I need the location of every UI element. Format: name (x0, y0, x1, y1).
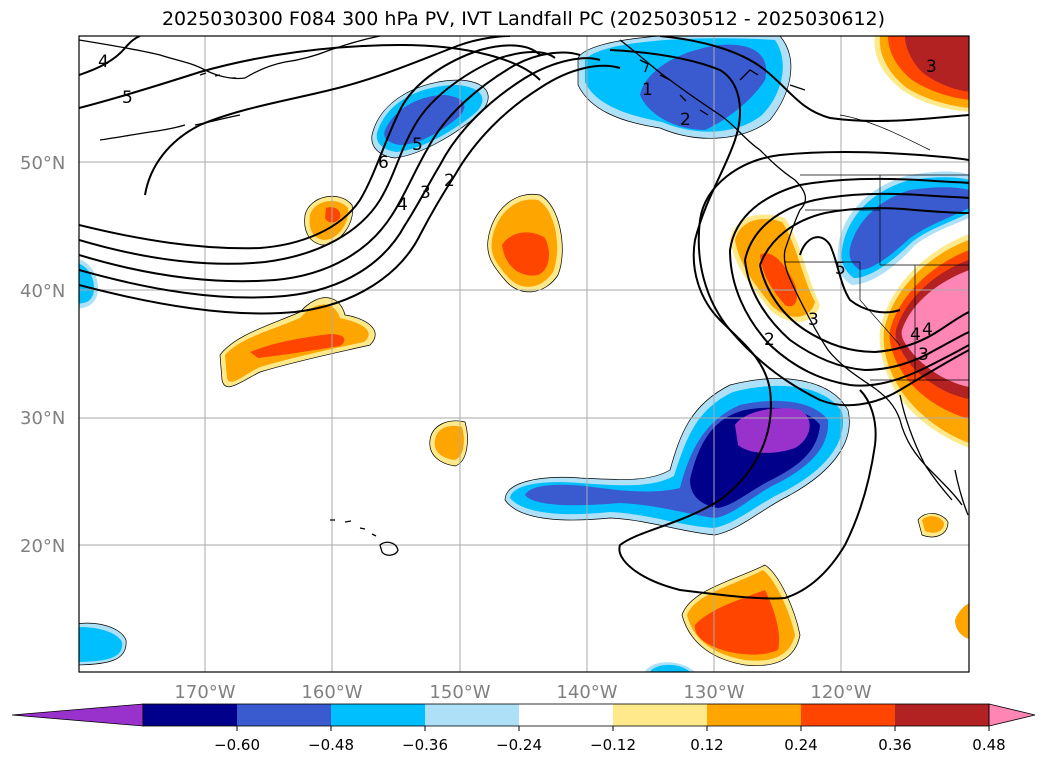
contour-label: 3 (420, 183, 431, 203)
colorbar-swatch (519, 704, 614, 726)
positive-anomaly-baja (918, 513, 948, 537)
contour-label: 3 (926, 57, 937, 77)
contour-label: 1 (642, 80, 653, 100)
contour-label: 5 (835, 259, 846, 279)
positive-anomaly-east-edge (955, 603, 969, 639)
negative-anomaly-south (645, 662, 695, 672)
contour-label: 3 (918, 345, 929, 365)
lat-label-30n: 30°N (20, 408, 65, 429)
contour-label: 4 (397, 195, 408, 215)
longitude-labels: 170°W 160°W 150°W 140°W 130°W 120°W (174, 682, 871, 703)
colorbar-swatch (801, 704, 896, 726)
colorbar: −0.60 −0.48 −0.36 −0.24 −0.12 0.12 0.24 0.36 0.4… (11, 703, 1036, 754)
contour-label: 4 (922, 320, 933, 340)
colorbar-swatch (707, 704, 802, 726)
negative-anomaly-sw-corner (79, 623, 127, 665)
lon-label-150w: 150°W (429, 682, 490, 703)
contour-label: 2 (444, 171, 455, 191)
colorbar-tick-label: −0.12 (590, 736, 636, 754)
pc-filled-field (79, 36, 969, 672)
latitude-labels: 50°N 40°N 30°N 20°N (20, 153, 65, 557)
positive-anomaly-150w (429, 420, 468, 466)
map-title: 2025030300 F084 300 hPa PV, IVT Landfall… (161, 8, 886, 30)
negative-anomaly-west-edge (79, 259, 98, 309)
state-borders (785, 114, 969, 381)
colorbar-swatch (331, 704, 426, 726)
lat-label-50n: 50°N (20, 153, 65, 174)
contour-label: 2 (680, 110, 691, 130)
coastlines (79, 36, 969, 556)
contour-label: 3 (808, 310, 819, 330)
colorbar-tick-label: −0.24 (496, 736, 542, 754)
positive-anomaly-160w (220, 297, 376, 387)
negative-anomaly-gulf (371, 80, 489, 158)
colorbar-extend-high (988, 703, 1036, 727)
pv-contours (79, 36, 969, 600)
contour-label: 4 (98, 52, 109, 72)
colorbar-extend-low (11, 703, 144, 727)
lon-label-130w: 130°W (683, 682, 744, 703)
lon-label-120w: 120°W (810, 682, 871, 703)
positive-anomaly-southwest-us (879, 234, 969, 448)
colorbar-tick-label: −0.48 (308, 736, 354, 754)
positive-anomaly-northeast (874, 36, 969, 112)
lon-label-160w: 160°W (301, 682, 362, 703)
positive-anomaly-north-small (304, 196, 353, 245)
colorbar-tick-label: −0.60 (214, 736, 260, 754)
contour-labels: 4 5 6 5 4 3 2 1 2 2 3 4 3 4 3 5 (98, 52, 937, 365)
positive-anomaly-tropical (682, 565, 800, 666)
contour-label: 5 (412, 135, 423, 155)
colorbar-swatch (425, 704, 520, 726)
positive-anomaly-145w (487, 194, 563, 292)
colorbar-swatch (143, 704, 238, 726)
colorbar-swatch (237, 704, 332, 726)
lat-label-20n: 20°N (20, 536, 65, 557)
colorbar-tick-label: −0.36 (402, 736, 448, 754)
contour-label: 5 (122, 88, 133, 108)
negative-anomaly-nw-coast (578, 36, 791, 139)
colorbar-outline (142, 703, 990, 727)
contour-label: 6 (378, 153, 389, 173)
lat-label-40n: 40°N (20, 281, 65, 302)
pc-field-outlines (79, 36, 949, 666)
contour-label: 2 (764, 330, 775, 350)
contour-label: 4 (910, 325, 921, 345)
lon-label-140w: 140°W (556, 682, 617, 703)
colorbar-tick-label: 0.24 (784, 736, 817, 754)
lon-label-170w: 170°W (174, 682, 235, 703)
colorbar-tick-label: 0.48 (972, 736, 1005, 754)
colorbar-tick-label: 0.36 (878, 736, 911, 754)
negative-anomaly-subtropical (505, 378, 850, 535)
colorbar-swatch (613, 704, 708, 726)
colorbar-swatch (895, 704, 990, 726)
colorbar-tick-label: 0.12 (690, 736, 723, 754)
gridlines (79, 36, 969, 672)
map-frame (78, 35, 970, 673)
